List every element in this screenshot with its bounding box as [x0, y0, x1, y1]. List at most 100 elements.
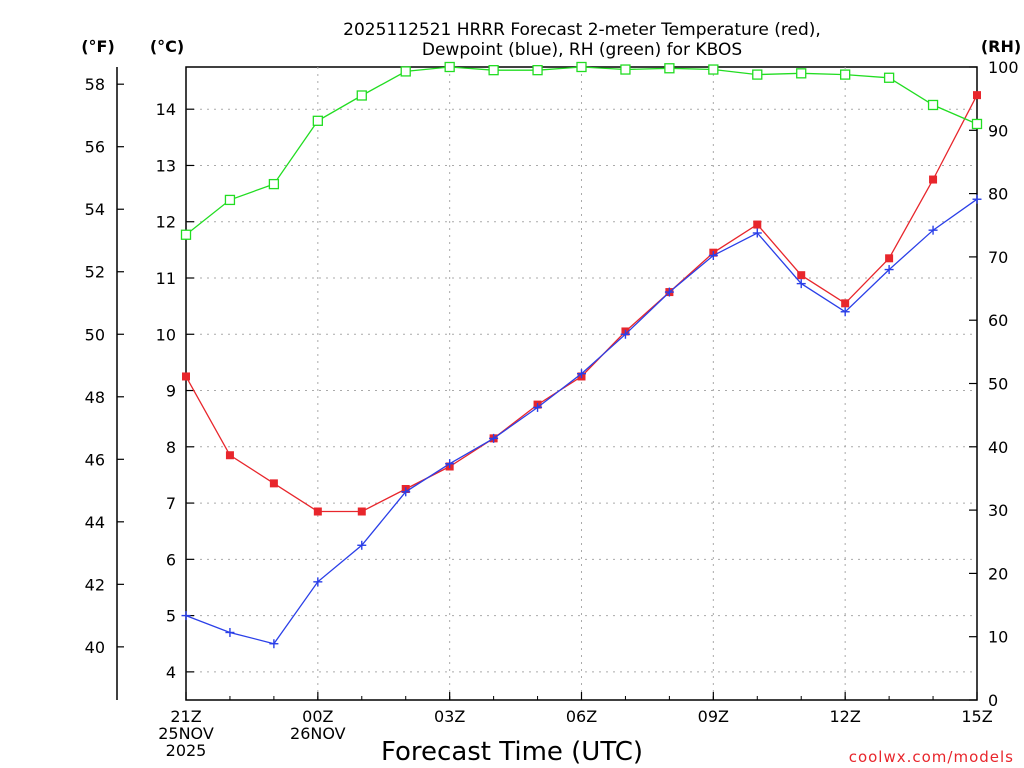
x-tick-label: 15Z: [961, 707, 992, 726]
rh-tick-label: 0: [988, 691, 998, 710]
rh-point: [576, 61, 587, 73]
rh-axis: 0 10 20 30 40 50 60 70 80 90 100: [969, 58, 1019, 710]
rh-point: [664, 63, 675, 74]
fahrenheit-tick-label: 42: [85, 575, 105, 594]
celsius-tick-label: 10: [156, 325, 176, 344]
fahrenheit-axis-label: (°F): [81, 37, 115, 56]
rh-point: [400, 66, 411, 77]
celsius-tick-label: 14: [156, 100, 176, 119]
rh-point: [752, 69, 763, 80]
fahrenheit-tick-label: 44: [85, 513, 105, 532]
rh-point: [224, 194, 236, 206]
rh-tick-label: 80: [988, 185, 1008, 204]
fahrenheit-tick-label: 58: [85, 75, 105, 94]
x-axis-title: Forecast Time (UTC): [381, 737, 643, 767]
dewpoint-point: [357, 540, 367, 550]
dewpoint-point: [313, 577, 323, 587]
rh-point: [796, 68, 807, 79]
rh-point: [444, 61, 455, 73]
dewpoint-point: [928, 225, 938, 235]
temperature-point: [225, 451, 234, 460]
celsius-tick-label: 7: [166, 494, 176, 513]
rh-tick-label: 60: [988, 311, 1008, 330]
rh-point: [268, 178, 280, 190]
dewpoint-point: [577, 369, 586, 379]
temperature-point: [357, 507, 366, 516]
temperature-point: [885, 254, 894, 263]
x-tick-label: 03Z: [434, 707, 465, 726]
x-tick-label: 21Z: [170, 707, 201, 726]
x-tick-label: 2025: [166, 741, 207, 760]
x-tick-label: 00Z: [302, 707, 333, 726]
rh-point: [708, 64, 719, 75]
rh-axis-label: (RH): [981, 37, 1021, 56]
dewpoint-point: [489, 433, 499, 443]
celsius-tick-label: 13: [156, 156, 176, 175]
temperature-point: [182, 372, 190, 381]
rh-tick-label: 30: [988, 501, 1008, 520]
temperature-point: [841, 299, 850, 308]
celsius-axis: 4 5 6 7 8 9 10 11 12 13 14: [156, 100, 194, 682]
celsius-tick-label: 11: [156, 269, 176, 288]
dewpoint-point: [840, 307, 850, 317]
celsius-tick-label: 8: [166, 438, 176, 457]
x-tick-label: 25NOV: [158, 724, 214, 743]
fahrenheit-tick-label: 48: [85, 388, 105, 407]
x-tick-label: 09Z: [698, 707, 729, 726]
fahrenheit-tick-label: 54: [85, 200, 105, 219]
fahrenheit-axis: 40 42 44 46 48 50 52 54 56 58: [85, 67, 124, 700]
rh-tick-label: 100: [988, 58, 1019, 77]
temperature-line: [185, 94, 978, 513]
fahrenheit-tick-label: 46: [85, 450, 105, 469]
dewpoint-point: [269, 639, 279, 649]
rh-point: [927, 99, 939, 111]
dewpoint-point: [752, 228, 762, 238]
dewpoint-point: [708, 250, 718, 260]
temperature-point: [753, 220, 762, 229]
rh-point: [620, 64, 631, 75]
credit-text: coolwx.com/models: [849, 748, 1014, 766]
dewpoint-point: [181, 611, 191, 621]
x-tick-label: 06Z: [566, 707, 597, 726]
temperature-point: [929, 175, 938, 184]
rh-tick-label: 90: [988, 121, 1008, 140]
x-tick-label: 26NOV: [290, 724, 346, 743]
dewpoint-point: [533, 402, 543, 412]
chart-title-line1: 2025112521 HRRR Forecast 2-meter Tempera…: [343, 20, 821, 40]
dewpoint-point: [620, 329, 630, 339]
temperature-point: [313, 507, 322, 516]
series-group: [180, 61, 983, 649]
rh-point: [883, 72, 895, 83]
dewpoint-point: [664, 287, 674, 297]
temperature-point: [269, 479, 278, 488]
rh-point: [356, 90, 367, 101]
rh-point: [312, 115, 323, 126]
rh-tick-label: 50: [988, 375, 1008, 394]
rh-tick-label: 10: [988, 628, 1008, 647]
rh-point: [532, 65, 543, 76]
dewpoint-point: [972, 194, 982, 204]
dewpoint-point: [445, 459, 455, 469]
rh-tick-label: 70: [988, 248, 1008, 267]
rh-point: [971, 118, 983, 130]
fahrenheit-tick-label: 50: [85, 325, 105, 344]
dewpoint-line: [185, 198, 978, 645]
rh-point: [840, 69, 851, 80]
dewpoint-point: [225, 627, 235, 637]
temperature-point: [797, 271, 806, 280]
rh-tick-label: 20: [988, 564, 1008, 583]
rh-tick-label: 40: [988, 438, 1008, 457]
rh-point: [180, 229, 192, 240]
rh-line: [185, 66, 978, 236]
celsius-tick-label: 9: [166, 382, 176, 401]
fahrenheit-tick-label: 40: [85, 638, 105, 657]
celsius-axis-label: (°C): [150, 37, 184, 56]
fahrenheit-tick-label: 56: [85, 138, 105, 157]
x-tick-label: 12Z: [830, 707, 861, 726]
gridlines: [186, 67, 977, 700]
chart-title-line2: Dewpoint (blue), RH (green) for KBOS: [422, 40, 742, 60]
celsius-tick-label: 12: [156, 213, 176, 232]
rh-point: [488, 65, 499, 76]
